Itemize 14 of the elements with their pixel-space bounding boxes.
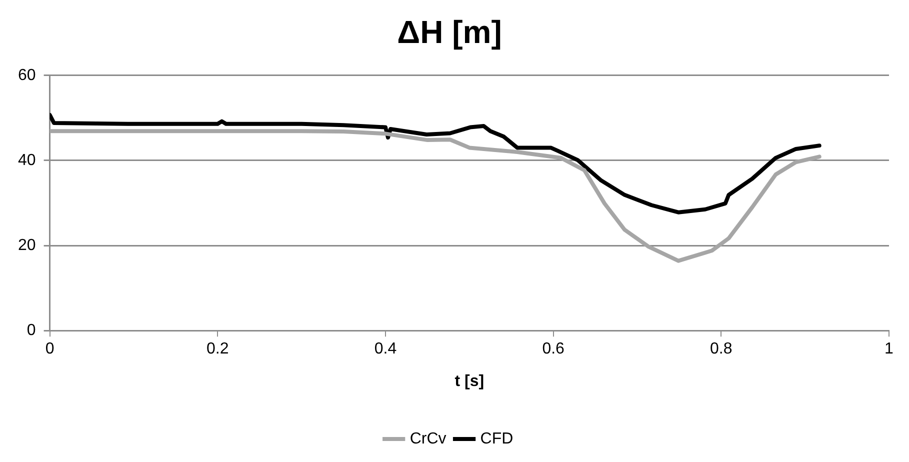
y-tick-label: 0	[26, 322, 36, 340]
chart-title: ΔH [m]	[397, 14, 502, 50]
x-tick-label: 0.6	[542, 340, 565, 358]
y-tick-label: 60	[18, 66, 36, 84]
x-tick-label: 0.8	[710, 340, 732, 358]
x-tick-label: 1	[884, 340, 894, 358]
x-tick-label: 0	[45, 340, 54, 358]
legend-label: CrCv	[410, 430, 446, 448]
x-tick-label: 0.4	[374, 340, 397, 358]
x-tick-label: 0.2	[206, 340, 229, 358]
legend-label: CFD	[480, 430, 514, 448]
x-axis-title: t [s]	[454, 372, 484, 390]
y-tick-label: 40	[18, 152, 36, 169]
y-tick-label: 20	[18, 236, 36, 254]
